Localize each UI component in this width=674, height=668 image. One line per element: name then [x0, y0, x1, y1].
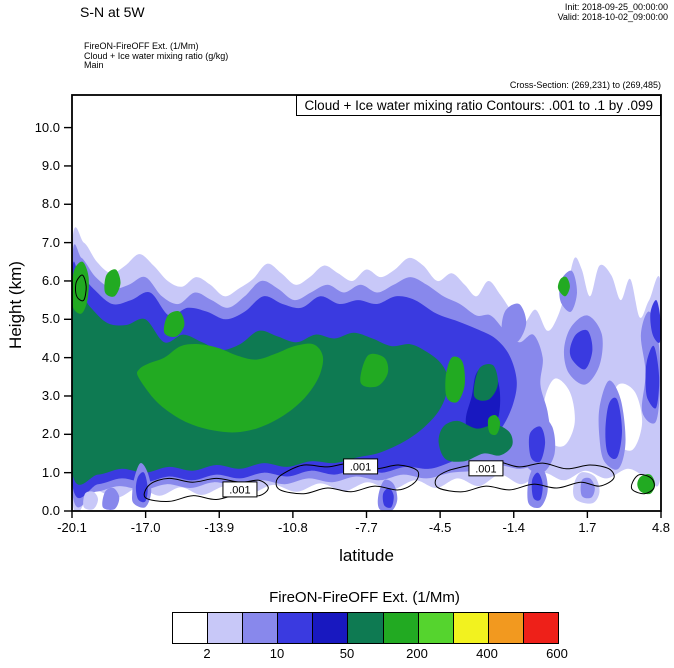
region-c7-g4 [163, 311, 185, 337]
contour-label-box [222, 481, 258, 498]
region-c7-g9 [637, 474, 656, 495]
colorbar-tick-label: 200 [406, 646, 428, 661]
valid-time-label: Valid: 2018-10-02_09:00:00 [557, 12, 668, 22]
colorbar-tick-label: 10 [269, 646, 285, 661]
legend-block: FireON-FireOFF Ext. (1/Mm) Cloud + Ice w… [84, 41, 229, 71]
colorbar-cell [418, 613, 454, 643]
region-b5b [531, 472, 543, 501]
region-c7-g8 [557, 276, 570, 297]
region-c3-p6 [501, 303, 527, 343]
region-c7-g5 [360, 353, 389, 388]
colorbar-tick-label: 2 [203, 646, 211, 661]
region-k2 [275, 462, 420, 495]
colorbar-labels: 2 10 50 200 400 600 [0, 646, 674, 662]
region-b3b [135, 472, 148, 503]
contour-label: .001 [350, 461, 371, 473]
colorbar-tick-label: 400 [476, 646, 498, 661]
colorbar-title: FireON-FireOFF Ext. (1/Mm) [269, 589, 460, 606]
colorbar-cell [453, 613, 489, 643]
region-k4 [74, 274, 87, 302]
colorbar-cell [383, 613, 419, 643]
region-c4-v4 [528, 426, 546, 463]
colorbar-tick-label: 50 [339, 646, 355, 661]
colorbar-cell [348, 613, 384, 643]
region-b4b [382, 487, 394, 508]
figure-title: S-N at 5W [80, 4, 145, 20]
legend-line-domain: Main [84, 60, 104, 70]
region-c4-v2 [645, 345, 660, 409]
colorbar-cell [208, 613, 244, 643]
colorbar-cell [173, 613, 209, 643]
colorbar-cell [488, 613, 524, 643]
contour-label: .001 [229, 484, 250, 496]
x-axis-label: latitude [339, 546, 394, 565]
contour-label: .001 [475, 463, 496, 475]
region-c4-v3 [569, 329, 593, 370]
contour-label-box [468, 460, 504, 477]
region-c7-g1 [72, 261, 89, 314]
cross-section-label: Cross-Section: (269,231) to (269,485) [509, 80, 661, 90]
colorbar-cell [523, 613, 559, 643]
y-axis-label: Height (km) [6, 261, 25, 349]
region-c7-g3 [136, 343, 324, 433]
colorbar-cell [243, 613, 279, 643]
colorbar-tick-label: 600 [546, 646, 568, 661]
region-b1 [83, 491, 98, 510]
colorbar-cell [313, 613, 349, 643]
init-time-label: Init: 2018-09-25_00:00:00 [564, 2, 668, 12]
region-k1 [143, 477, 269, 502]
region-c6-flank [473, 363, 498, 401]
contour-label-box [343, 458, 379, 475]
region-c4-v2b [650, 300, 661, 343]
legend-line-ext: FireON-FireOFF Ext. (1/Mm) [84, 41, 199, 51]
region-c7-g7 [487, 414, 501, 436]
region-c7-g6 [445, 356, 465, 403]
plot-title-box: Cloud + Ice water mixing ratio Contours:… [296, 95, 661, 116]
region-c4-v1 [605, 397, 622, 460]
legend-line-field: Cloud + Ice water mixing ratio (g/kg) [84, 50, 229, 61]
region-k5 [630, 473, 655, 495]
region-b2 [102, 487, 120, 510]
colorbar [172, 612, 559, 644]
colorbar-cell [278, 613, 314, 643]
region-c7-g2 [104, 269, 121, 297]
